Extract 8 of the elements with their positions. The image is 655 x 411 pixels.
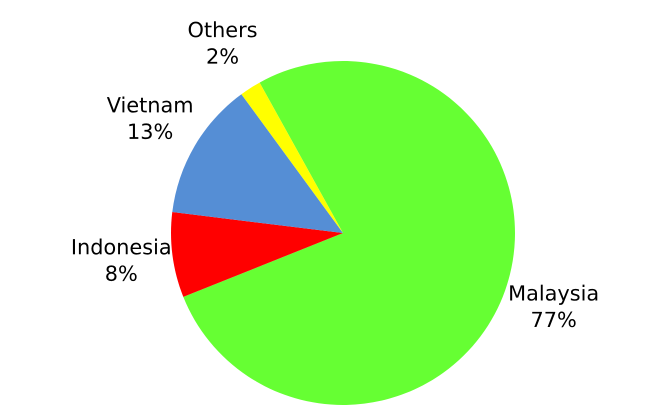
slice-label: Indonesia	[72, 238, 170, 255]
slice-label: Vietnam	[106, 96, 192, 113]
slice-label: Others	[188, 21, 257, 38]
data-label: 8%	[106, 265, 137, 282]
data-label: 13%	[129, 123, 172, 140]
slice-label: Malaysia	[510, 284, 598, 305]
data-label: 77%	[532, 312, 576, 328]
data-label: 2%	[208, 48, 238, 64]
